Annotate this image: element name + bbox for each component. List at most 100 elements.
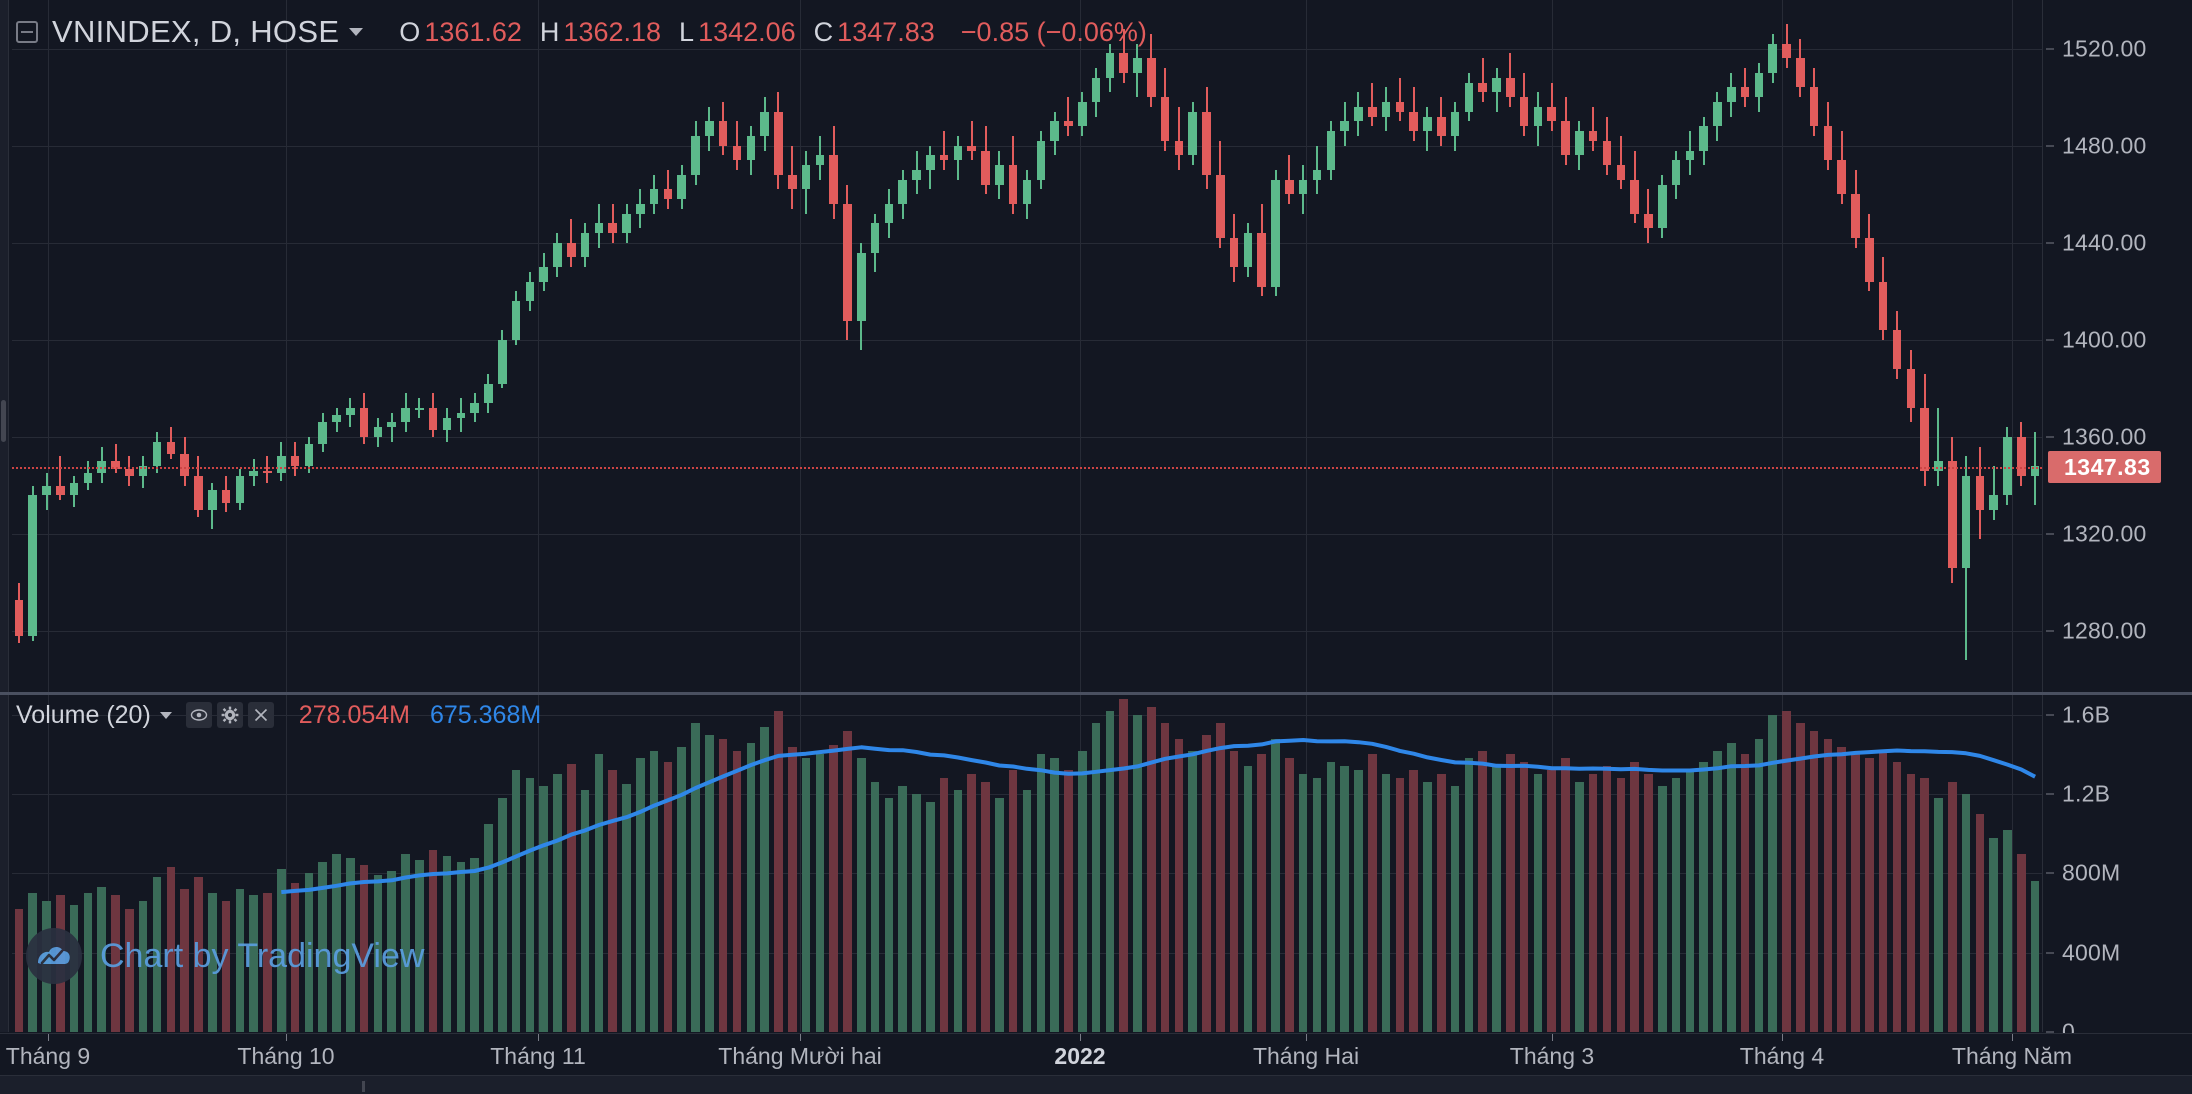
candle-body <box>1519 97 1529 127</box>
pane-separator[interactable] <box>0 692 2192 695</box>
scrollbar-thumb[interactable] <box>362 1081 365 1092</box>
candle-body <box>1906 369 1916 408</box>
vertical-gridline <box>1080 0 1081 692</box>
candle-body <box>1699 126 1708 151</box>
vertical-gridline <box>800 0 801 692</box>
candle-body <box>1160 97 1170 141</box>
volume-bar <box>732 750 742 1032</box>
volume-bar <box>884 798 894 1032</box>
candle-body <box>1243 233 1253 268</box>
current-price-badge[interactable]: 1347.83 <box>2048 450 2161 483</box>
candle-body <box>553 242 562 268</box>
candle-body <box>1616 165 1626 180</box>
horizontal-gridline <box>12 48 2042 50</box>
volume-bar <box>1036 754 1046 1032</box>
horizontal-gridline <box>12 437 2042 439</box>
volume-bar <box>1878 750 1888 1032</box>
candle-body <box>677 174 687 200</box>
close-label: C <box>813 16 834 47</box>
candle-body <box>567 242 576 258</box>
candle-body <box>56 485 65 496</box>
candle-body <box>1478 82 1487 93</box>
candle-wick <box>1592 106 1595 151</box>
axis-tick-mark <box>2046 339 2054 341</box>
volume-pane[interactable]: 1.6B 1.2B 800M 400M 0 <box>0 695 2192 1045</box>
chevron-down-icon[interactable] <box>349 28 364 36</box>
price-axis[interactable]: 1520.00 1480.00 1440.00 1400.00 1360.00 1320.… <box>2042 0 2192 692</box>
candle-body <box>138 466 148 476</box>
candle-body <box>235 475 245 503</box>
candle-body <box>1464 82 1474 112</box>
candle-body <box>290 456 300 467</box>
candle-body <box>111 461 120 469</box>
tradingview-watermark: Chart by TradingView <box>26 928 424 984</box>
candle-body <box>346 407 355 416</box>
symbol-title[interactable]: VNINDEX, D, HOSE <box>52 14 340 49</box>
price-plot-area[interactable] <box>12 0 2042 692</box>
candle-body <box>1892 330 1902 370</box>
volume-bar <box>166 867 176 1032</box>
time-axis-label: Tháng 10 <box>237 1043 335 1069</box>
axis-tick-mark <box>2046 436 2054 438</box>
candle-body <box>1022 179 1032 204</box>
candle-body <box>332 415 341 423</box>
vertical-gridline <box>2012 0 2013 692</box>
volume-bar <box>1160 722 1170 1032</box>
vertical-gridline <box>1782 0 1783 692</box>
price-pane[interactable]: 1520.00 1480.00 1440.00 1400.00 1360.00 1320.… <box>0 0 2192 692</box>
left-scale-grip[interactable] <box>1 400 6 442</box>
candle-body <box>525 281 535 302</box>
volume-bar <box>221 901 231 1032</box>
volume-bar <box>539 786 548 1032</box>
volume-bar <box>1478 750 1487 1032</box>
candle-body <box>1713 101 1722 127</box>
volume-axis[interactable]: 1.6B 1.2B 800M 400M 0 <box>2042 695 2192 1045</box>
chevron-down-icon[interactable] <box>159 711 172 719</box>
volume-bar <box>1796 722 1805 1032</box>
volume-bar <box>1395 778 1405 1032</box>
axis-tick-mark <box>2046 48 2054 50</box>
candle-body <box>442 417 452 430</box>
axis-divider <box>2042 0 2043 1032</box>
price-axis-label: 1360.00 <box>2062 423 2147 450</box>
volume-bar <box>1064 770 1073 1032</box>
volume-plot-area[interactable] <box>12 695 2042 1032</box>
time-axis[interactable]: Tháng 9 Tháng 10 Tháng 11 Tháng Mười hai 202… <box>0 1033 2192 1075</box>
candle-body <box>649 189 659 204</box>
close-icon[interactable] <box>247 702 274 728</box>
candle-body <box>387 422 397 428</box>
candle-body <box>69 483 79 496</box>
volume-title[interactable]: Volume (20) <box>16 700 151 729</box>
volume-bar <box>898 786 907 1032</box>
price-axis-label: 1320.00 <box>2062 520 2147 547</box>
candle-body <box>898 179 907 204</box>
candle-body <box>1644 213 1653 229</box>
volume-bar <box>567 764 576 1032</box>
volume-axis-label: 800M <box>2062 859 2121 886</box>
candle-body <box>939 155 949 161</box>
candle-body <box>28 495 37 637</box>
candle-body <box>1975 475 1985 510</box>
volume-value: 278.054M <box>298 700 410 729</box>
candle-body <box>263 471 272 474</box>
candle-body <box>1119 53 1128 73</box>
bottom-scrollbar[interactable] <box>0 1075 2192 1094</box>
candle-body <box>1851 194 1860 238</box>
gear-icon[interactable] <box>216 702 243 728</box>
volume-bar <box>1630 762 1639 1032</box>
candle-wick <box>1550 82 1553 132</box>
collapse-icon[interactable] <box>16 21 38 43</box>
candle-body <box>1506 77 1515 98</box>
volume-bar <box>1575 782 1584 1032</box>
candle-body <box>1768 43 1777 73</box>
eye-icon[interactable] <box>185 702 212 728</box>
axis-tick-mark <box>2046 1031 2054 1033</box>
candle-body <box>622 213 631 234</box>
candle-body <box>1533 106 1543 127</box>
candle-body <box>953 145 963 161</box>
volume-bar <box>1561 758 1570 1032</box>
volume-bar <box>373 875 383 1032</box>
volume-bar <box>1174 738 1184 1032</box>
candle-wick <box>1067 97 1070 136</box>
candle-body <box>774 111 783 175</box>
